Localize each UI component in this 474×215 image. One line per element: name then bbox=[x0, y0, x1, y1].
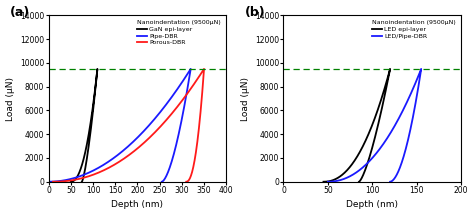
Legend: GaN epi-layer, Pipe-DBR, Porous-DBR: GaN epi-layer, Pipe-DBR, Porous-DBR bbox=[136, 19, 223, 47]
X-axis label: Depth (nm): Depth (nm) bbox=[111, 200, 164, 209]
Y-axis label: Load (μN): Load (μN) bbox=[6, 77, 15, 121]
Y-axis label: Load (μN): Load (μN) bbox=[240, 77, 249, 121]
X-axis label: Depth (nm): Depth (nm) bbox=[346, 200, 398, 209]
Legend: LED epi-layer, LED/Pipe-DBR: LED epi-layer, LED/Pipe-DBR bbox=[371, 19, 458, 41]
Text: (a): (a) bbox=[9, 6, 30, 18]
Text: (b): (b) bbox=[245, 6, 265, 18]
